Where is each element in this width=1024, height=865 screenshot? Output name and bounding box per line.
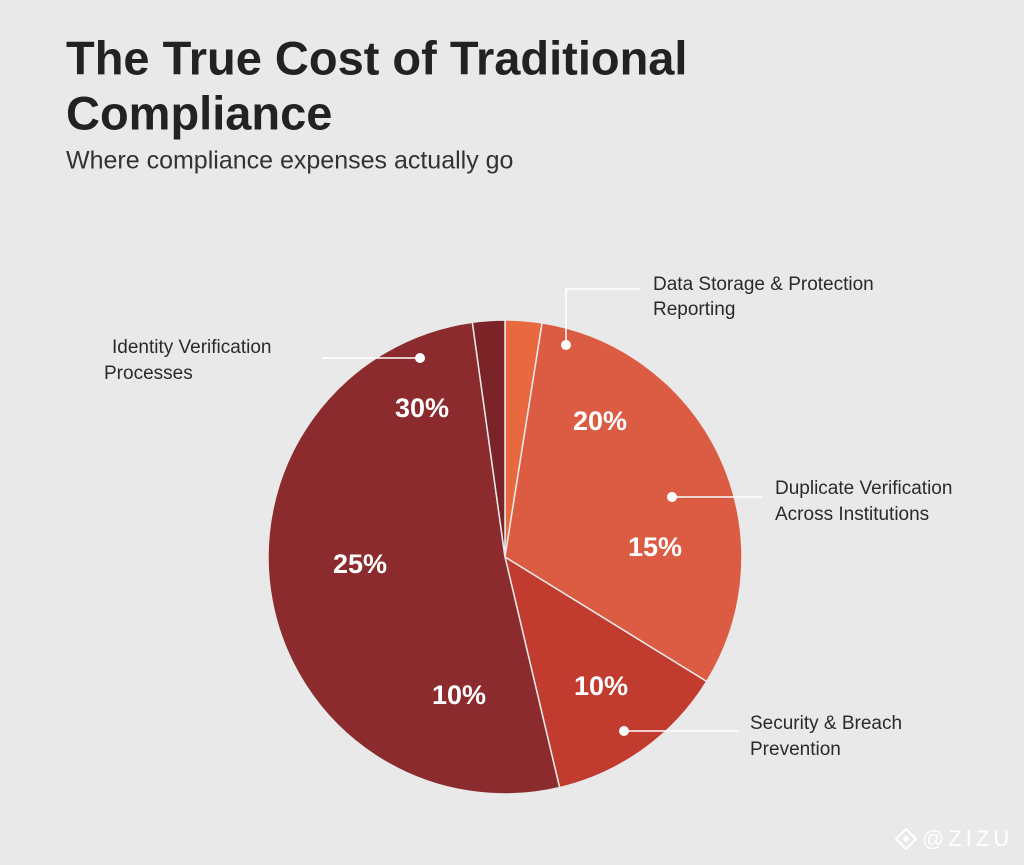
callout-line [565,288,640,345]
callout-label: Reporting [653,299,735,320]
callout-label: Identity Verification [112,337,271,358]
callout-label: Across Institutions [775,504,929,525]
callout-dot [619,726,629,736]
callout-label: Data Storage & Protection [653,274,874,295]
callout-label: Prevention [750,739,841,760]
watermark: @ZIZU [922,826,1013,851]
callout-label: Security & Breach [750,713,902,734]
chart-title: Compliance [66,86,332,139]
callout-label: Duplicate Verification [775,478,952,499]
chart-title: The True Cost of Traditional [66,31,688,84]
value-label: 15% [628,532,682,562]
pie-slice [504,322,743,683]
pie-slice [471,319,506,558]
chart-subtitle: Where compliance expenses actually go [66,147,513,175]
callout-label: Processes [104,363,193,384]
watermark-icon [894,827,918,851]
callout-dot [561,340,571,350]
value-label: 25% [333,549,387,579]
pie-slice [267,321,561,795]
callout-dot [667,492,677,502]
value-label: 10% [432,680,486,710]
callout-dot [415,353,425,363]
value-label: 20% [573,406,627,436]
pie-slice [503,555,708,789]
value-label: 30% [395,393,449,423]
value-label: 10% [574,671,628,701]
